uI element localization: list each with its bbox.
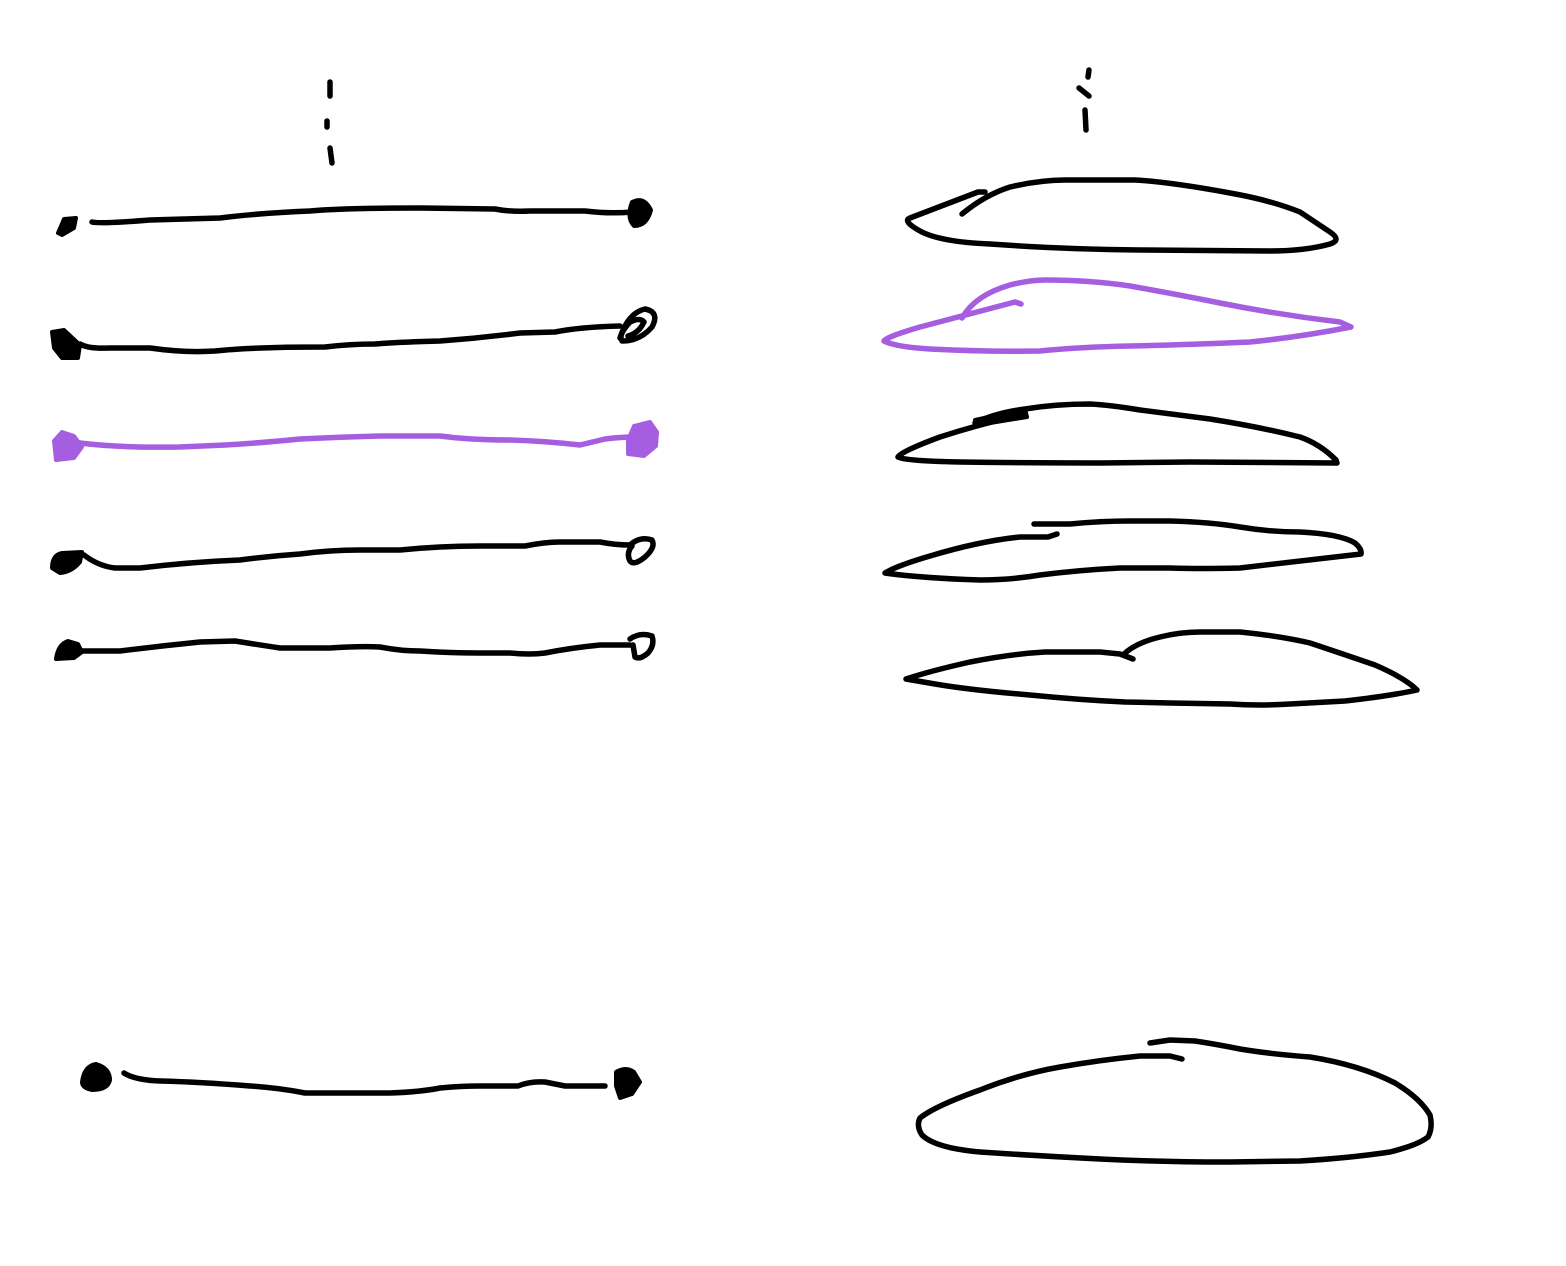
right-shape-3-outline <box>898 404 1337 463</box>
right-dash-2 <box>1079 88 1089 96</box>
left-line-6 <box>82 1064 640 1098</box>
left-dash-3 <box>330 148 332 163</box>
right-dash-1 <box>1088 70 1089 77</box>
right-shape-1 <box>908 180 1336 251</box>
right-shape-6 <box>918 1040 1431 1162</box>
right-shape-3 <box>898 404 1337 463</box>
right-shape-4-outline <box>885 521 1361 580</box>
left-line-4 <box>52 539 653 573</box>
right-shape-2-highlighted <box>884 280 1351 351</box>
left-ellipsis-marks <box>327 82 332 163</box>
left-line-1-stroke <box>92 208 632 223</box>
left-line-5-stroke <box>80 641 630 654</box>
left-line-1-start-dot <box>58 218 76 235</box>
left-line-3-stroke <box>80 436 635 447</box>
left-line-4-end-loop <box>628 539 653 563</box>
right-shape-1-outline <box>908 180 1336 251</box>
left-line-5-end-loop <box>630 635 653 658</box>
left-line-1-end-dot <box>629 200 651 226</box>
left-line-1 <box>58 200 651 235</box>
left-line-2-end-loop <box>620 309 655 341</box>
right-dash-3 <box>1085 110 1086 130</box>
left-line-5 <box>56 635 653 659</box>
left-line-4-stroke <box>84 542 630 568</box>
left-line-2-start-dot <box>52 330 80 358</box>
left-line-3-highlighted <box>54 422 657 460</box>
left-line-3-end-dot <box>628 422 657 456</box>
left-line-2 <box>52 309 655 358</box>
left-line-6-stroke <box>124 1073 605 1093</box>
right-shape-2-outline <box>884 280 1351 351</box>
right-shape-6-outline <box>918 1040 1431 1162</box>
left-line-2-stroke <box>80 326 620 352</box>
left-line-6-end-dot <box>616 1069 640 1098</box>
right-ellipsis-marks <box>1079 70 1089 130</box>
left-line-6-start-dot <box>82 1064 110 1090</box>
right-shape-4 <box>885 521 1361 580</box>
right-shape-5-outline <box>906 632 1417 705</box>
left-line-4-start-dot <box>52 552 82 573</box>
right-shape-5 <box>906 632 1417 705</box>
left-line-3-start-dot <box>54 432 82 460</box>
